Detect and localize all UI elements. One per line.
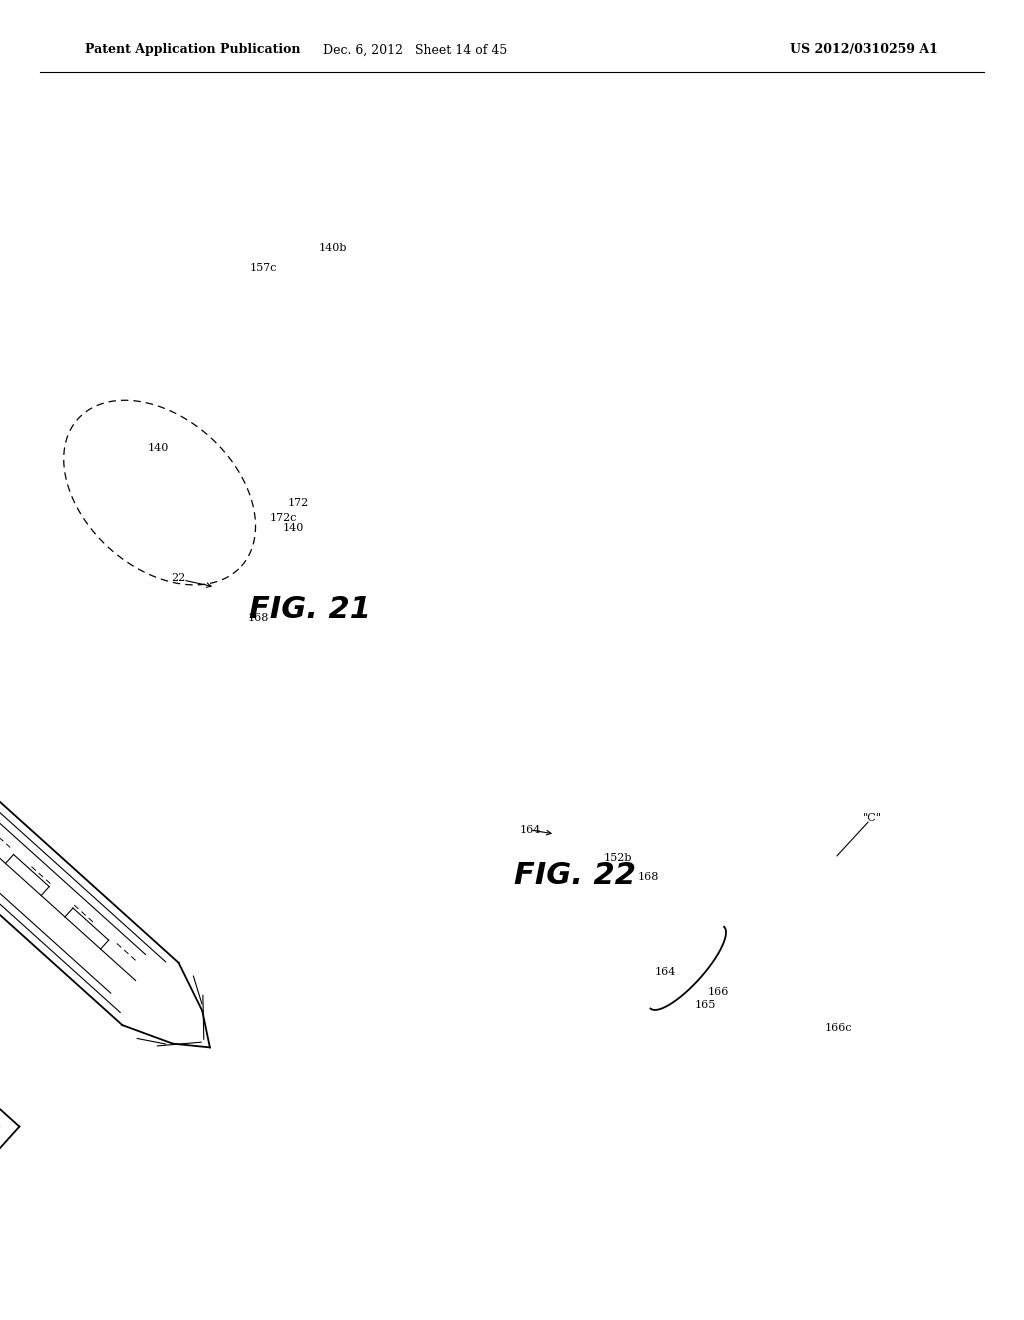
Text: FIG. 22: FIG. 22: [514, 861, 636, 890]
Text: 157c: 157c: [249, 263, 276, 273]
Text: FIG. 21: FIG. 21: [249, 595, 371, 624]
Text: 172c: 172c: [269, 513, 297, 523]
Text: 140: 140: [147, 444, 169, 453]
Text: 172: 172: [288, 498, 308, 508]
Text: 168: 168: [637, 873, 658, 882]
Text: Patent Application Publication: Patent Application Publication: [85, 44, 300, 57]
Text: 164: 164: [654, 968, 676, 977]
Text: "C": "C": [862, 813, 882, 822]
Text: 140b: 140b: [318, 243, 347, 253]
Text: 152b: 152b: [604, 853, 632, 863]
Text: 166: 166: [708, 987, 729, 997]
Text: 164: 164: [519, 825, 541, 836]
Text: US 2012/0310259 A1: US 2012/0310259 A1: [790, 44, 938, 57]
Text: 168: 168: [248, 612, 268, 623]
Text: 140: 140: [283, 523, 304, 533]
Text: 166c: 166c: [824, 1023, 852, 1034]
Text: Dec. 6, 2012   Sheet 14 of 45: Dec. 6, 2012 Sheet 14 of 45: [323, 44, 507, 57]
Text: 22: 22: [171, 573, 185, 583]
Text: 165: 165: [694, 1001, 716, 1010]
